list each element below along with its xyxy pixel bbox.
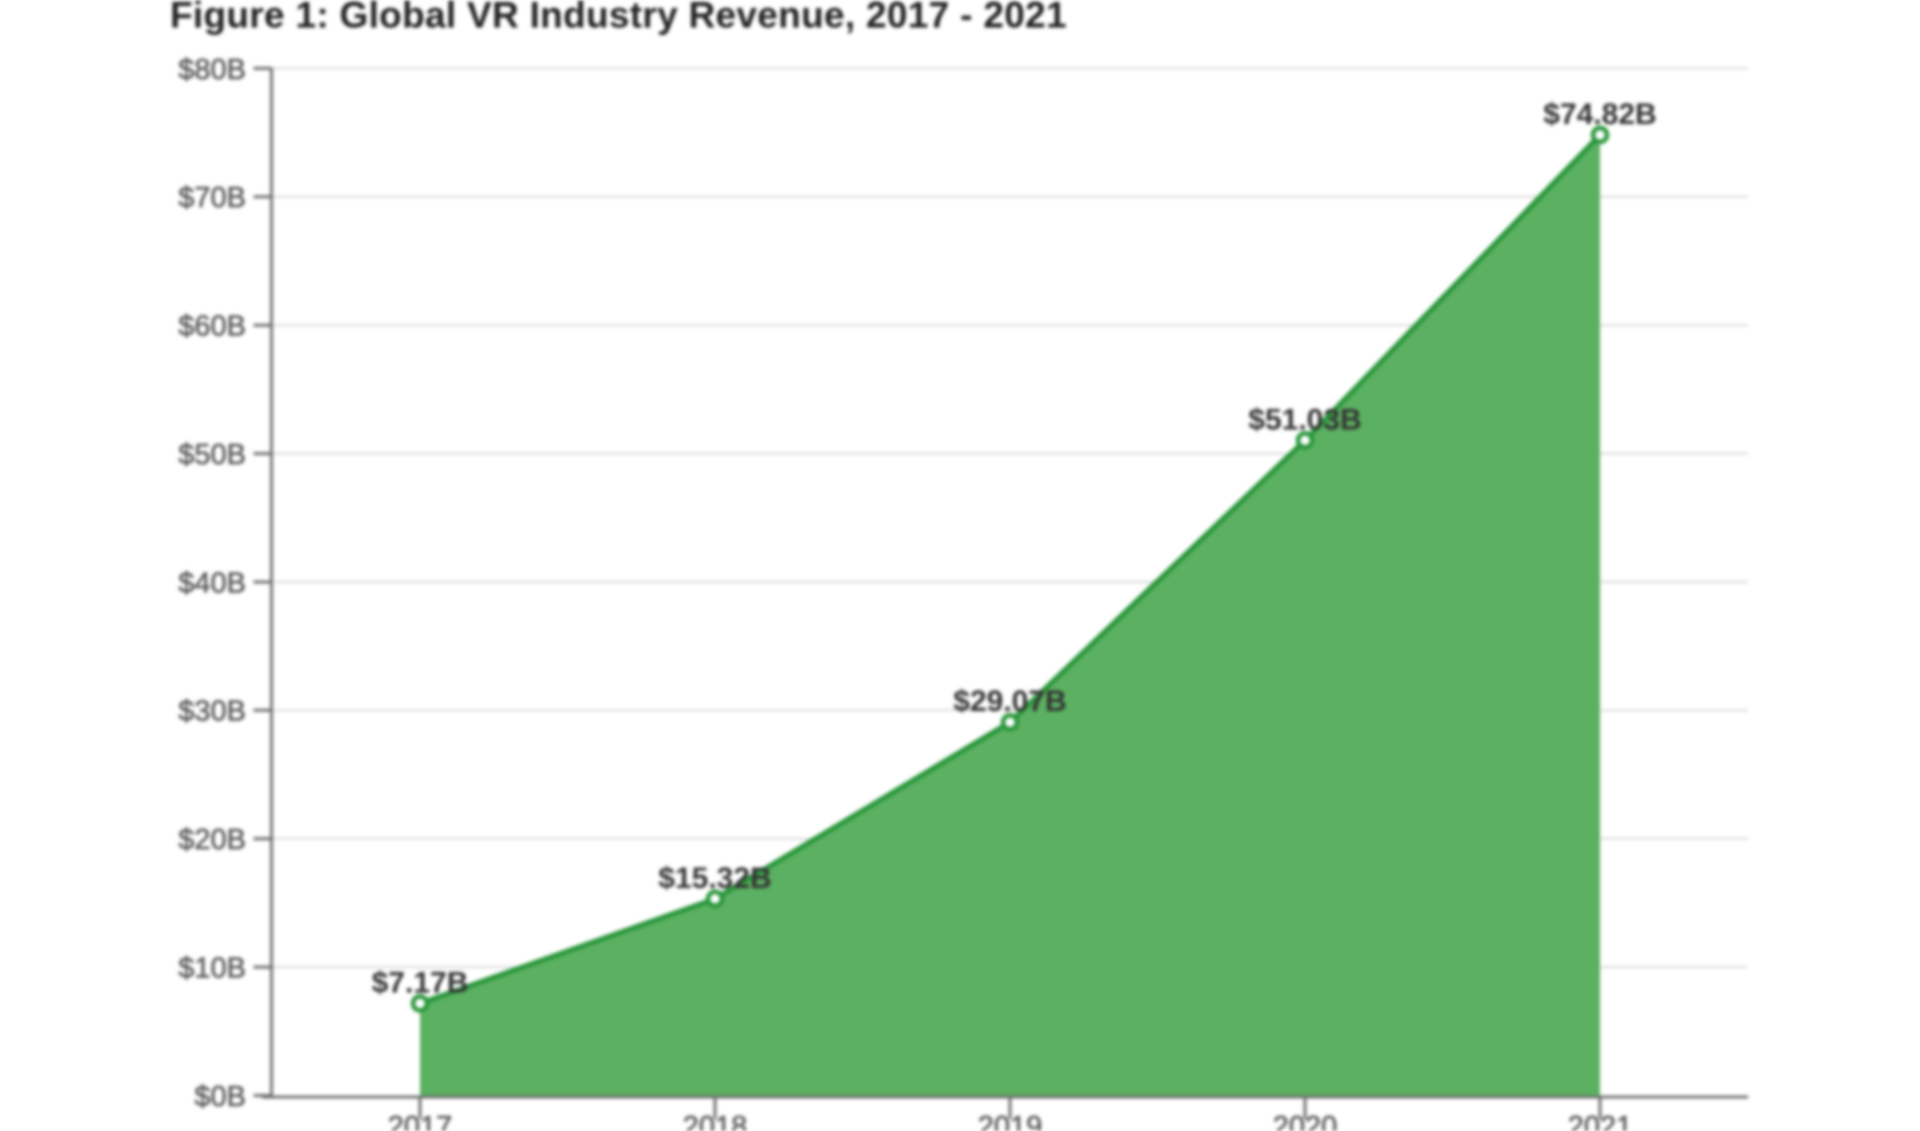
svg-text:$15.32B: $15.32B: [658, 862, 771, 895]
svg-text:$7.17B: $7.17B: [372, 966, 469, 999]
svg-text:$40B: $40B: [178, 567, 246, 599]
svg-text:2017: 2017: [388, 1111, 453, 1131]
svg-text:2021: 2021: [1568, 1111, 1633, 1131]
svg-text:$30B: $30B: [178, 696, 246, 728]
svg-text:$70B: $70B: [178, 182, 246, 214]
svg-text:$20B: $20B: [178, 824, 246, 856]
svg-text:Figure 1: Global VR Industry R: Figure 1: Global VR Industry Revenue, 20…: [170, 0, 1067, 36]
svg-text:$80B: $80B: [178, 54, 246, 86]
svg-text:$0B: $0B: [194, 1081, 246, 1113]
svg-text:2018: 2018: [683, 1111, 748, 1131]
svg-text:$51.03B: $51.03B: [1248, 403, 1361, 436]
svg-text:$74.82B: $74.82B: [1543, 98, 1656, 131]
svg-text:$10B: $10B: [178, 953, 246, 985]
svg-text:$50B: $50B: [178, 439, 246, 471]
svg-text:2019: 2019: [978, 1111, 1043, 1131]
svg-text:$29.07B: $29.07B: [953, 685, 1066, 718]
svg-text:2020: 2020: [1273, 1111, 1338, 1131]
svg-text:$60B: $60B: [178, 311, 246, 343]
